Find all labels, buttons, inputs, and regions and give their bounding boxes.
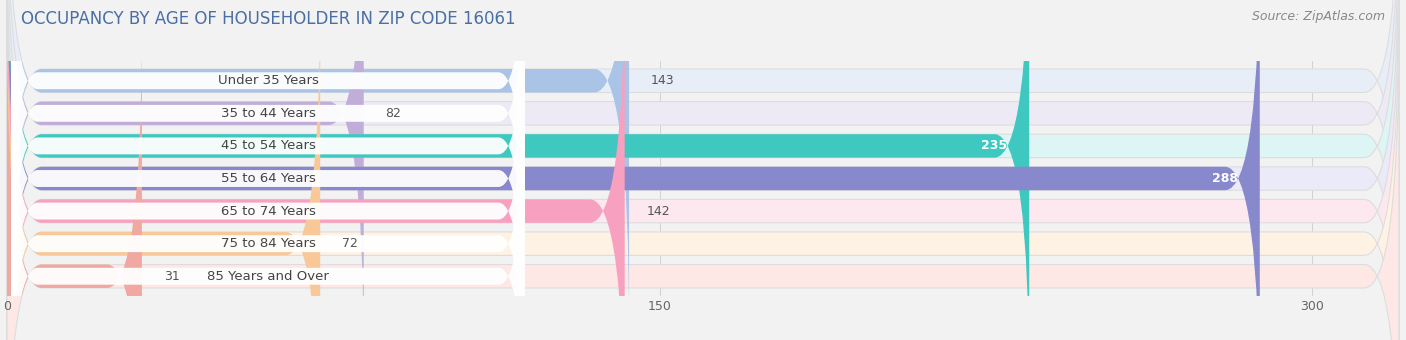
Text: 143: 143 xyxy=(651,74,675,87)
FancyBboxPatch shape xyxy=(7,0,1029,340)
FancyBboxPatch shape xyxy=(11,0,524,300)
Text: Under 35 Years: Under 35 Years xyxy=(218,74,318,87)
FancyBboxPatch shape xyxy=(7,0,624,340)
Text: 142: 142 xyxy=(647,205,671,218)
FancyBboxPatch shape xyxy=(11,0,524,268)
Text: 235: 235 xyxy=(981,139,1008,152)
FancyBboxPatch shape xyxy=(7,0,1260,340)
Text: OCCUPANCY BY AGE OF HOUSEHOLDER IN ZIP CODE 16061: OCCUPANCY BY AGE OF HOUSEHOLDER IN ZIP C… xyxy=(21,10,516,28)
Text: 55 to 64 Years: 55 to 64 Years xyxy=(221,172,315,185)
Text: 35 to 44 Years: 35 to 44 Years xyxy=(221,107,315,120)
Text: 31: 31 xyxy=(163,270,180,283)
FancyBboxPatch shape xyxy=(7,0,364,340)
Text: Source: ZipAtlas.com: Source: ZipAtlas.com xyxy=(1251,10,1385,23)
FancyBboxPatch shape xyxy=(11,0,524,340)
Text: 75 to 84 Years: 75 to 84 Years xyxy=(221,237,315,250)
FancyBboxPatch shape xyxy=(11,89,524,340)
FancyBboxPatch shape xyxy=(11,57,524,340)
FancyBboxPatch shape xyxy=(7,0,1399,340)
FancyBboxPatch shape xyxy=(7,0,1399,340)
Text: 45 to 54 Years: 45 to 54 Years xyxy=(221,139,315,152)
Text: 85 Years and Over: 85 Years and Over xyxy=(207,270,329,283)
Text: 65 to 74 Years: 65 to 74 Years xyxy=(221,205,315,218)
FancyBboxPatch shape xyxy=(7,0,1399,330)
Text: 288: 288 xyxy=(1212,172,1239,185)
FancyBboxPatch shape xyxy=(11,24,524,340)
FancyBboxPatch shape xyxy=(7,27,142,340)
FancyBboxPatch shape xyxy=(7,0,628,330)
FancyBboxPatch shape xyxy=(7,27,1399,340)
FancyBboxPatch shape xyxy=(7,0,1399,340)
FancyBboxPatch shape xyxy=(7,0,321,340)
FancyBboxPatch shape xyxy=(7,0,1399,340)
FancyBboxPatch shape xyxy=(7,0,1399,340)
Text: 72: 72 xyxy=(342,237,359,250)
Text: 82: 82 xyxy=(385,107,401,120)
FancyBboxPatch shape xyxy=(11,0,524,333)
